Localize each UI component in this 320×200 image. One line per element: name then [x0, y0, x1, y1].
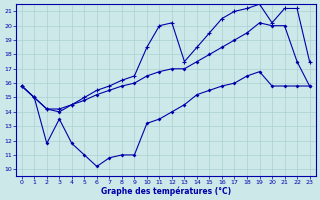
X-axis label: Graphe des températures (°C): Graphe des températures (°C)	[100, 186, 231, 196]
